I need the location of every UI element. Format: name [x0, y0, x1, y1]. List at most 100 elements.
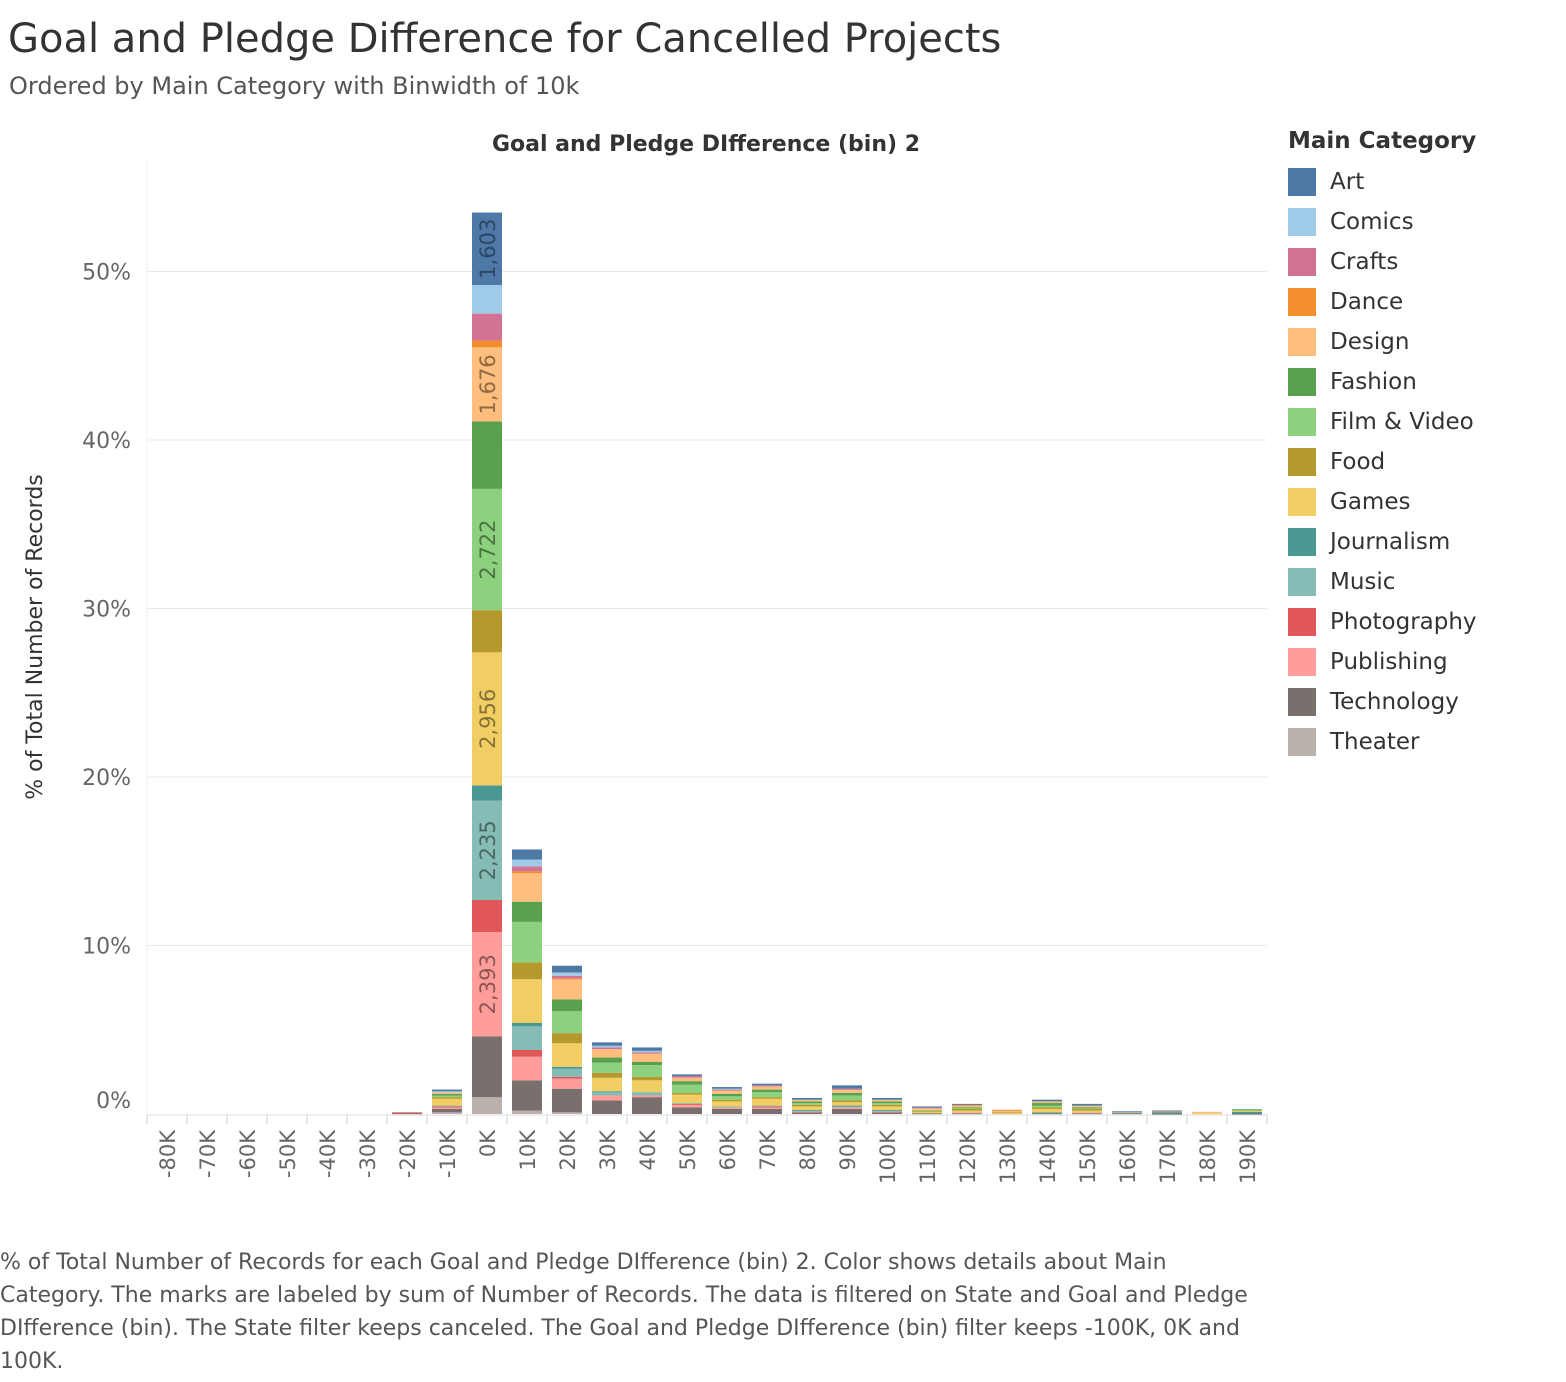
bar-segment: Technology 70K: [752, 1108, 782, 1114]
bar-segment: Photography 50K: [672, 1103, 702, 1105]
legend-title: Main Category: [1288, 128, 1477, 154]
bar-segment: Journalism 10K: [512, 1023, 542, 1027]
bar-segment: Food 120K: [952, 1108, 982, 1111]
x-tick-label: 160K: [1116, 1129, 1140, 1184]
bar-segment: Design 50K: [672, 1077, 702, 1082]
bar-segment: Fashion 70K: [752, 1089, 782, 1093]
bar-segment: Technology 40K: [632, 1097, 662, 1114]
legend-item[interactable]: Fashion: [1288, 362, 1558, 402]
bar-segment: Publishing 0K: [472, 932, 502, 1037]
bar-segment: Technology 20K: [552, 1088, 582, 1113]
bar-segment: Games 0K: [472, 652, 502, 786]
legend-swatch: [1288, 608, 1316, 636]
legend-item[interactable]: Technology: [1288, 682, 1558, 722]
bar-segment: Publishing 80K: [792, 1111, 822, 1113]
legend-swatch: [1288, 728, 1316, 756]
x-tick-label: 30K: [596, 1129, 620, 1171]
bar-segment: Design 80K: [792, 1099, 822, 1102]
bar-segment: Art 170K: [1152, 1110, 1182, 1112]
x-tick-label: 60K: [716, 1129, 740, 1171]
bar-segment: Games -10K: [432, 1098, 462, 1106]
legend-item[interactable]: Journalism: [1288, 522, 1558, 562]
bar-segment: Art 110K: [912, 1106, 942, 1108]
legend-item[interactable]: Film & Video: [1288, 402, 1558, 442]
y-tick-label: 50%: [82, 261, 131, 286]
y-axis-title: % of Total Number of Records: [23, 474, 48, 800]
bar-segment: Games 100K: [872, 1106, 902, 1110]
bar-segment: Design 90K: [832, 1089, 862, 1093]
bar-segment: Food 0K: [472, 610, 502, 653]
bar-segment: Design 70K: [752, 1086, 782, 1090]
bar-segment: Food 50K: [672, 1092, 702, 1095]
bar-segment: Music 100K: [872, 1110, 902, 1112]
bar-segment: Art 100K: [872, 1097, 902, 1100]
bar-segment: Journalism 0K: [472, 785, 502, 801]
legend-item[interactable]: Music: [1288, 562, 1558, 602]
legend-item[interactable]: Food: [1288, 442, 1558, 482]
bar-segment: Journalism 30K: [592, 1091, 622, 1093]
bar-segment: Art 40K: [632, 1047, 662, 1051]
legend-swatch: [1288, 688, 1316, 716]
bar-segment: Design 130K: [992, 1110, 1022, 1113]
bar-segment: Technology 150K: [1072, 1113, 1102, 1115]
bar-segment: Art 70K: [752, 1083, 782, 1086]
chart-canvas: Goal and Pledge DIfference (bin) 2 % of …: [23, 132, 1268, 1184]
bar-segment: Art 60K: [712, 1087, 742, 1089]
legend-item[interactable]: Dance: [1288, 282, 1558, 322]
x-tick-label: -10K: [436, 1129, 460, 1178]
legend-swatch: [1288, 248, 1316, 276]
bar-segment: Comics -10K: [432, 1091, 462, 1093]
bar-segment: Art 160K: [1112, 1111, 1142, 1113]
chart-title: Goal and Pledge Difference for Cancelled…: [8, 16, 1002, 62]
bar-segment: Fashion 40K: [632, 1061, 662, 1066]
legend-item[interactable]: Comics: [1288, 202, 1558, 242]
bar-segment: Design 120K: [952, 1105, 982, 1108]
legend-item[interactable]: Photography: [1288, 602, 1558, 642]
bar-segment: Fashion 50K: [672, 1081, 702, 1085]
legend-swatch: [1288, 328, 1316, 356]
bar-segment: Comics 30K: [592, 1045, 622, 1048]
bar-stacks: Technology -20KPhotography -20K Theater -…: [392, 212, 1262, 1115]
bar-segment: Games 20K: [552, 1043, 582, 1067]
bar-segment: Food 100K: [872, 1104, 902, 1107]
legend-label: Fashion: [1330, 369, 1417, 395]
bar-segment: Games 110K: [912, 1111, 942, 1114]
legend-item[interactable]: Publishing: [1288, 642, 1558, 682]
bar-segment: Fashion 120K: [952, 1107, 982, 1109]
x-tick-label: 50K: [676, 1129, 700, 1171]
bar-segment: Theater 20K: [552, 1112, 582, 1114]
bar-segment: Publishing 100K: [872, 1111, 902, 1113]
legend-item[interactable]: Art: [1288, 162, 1558, 202]
legend-item[interactable]: Games: [1288, 482, 1558, 522]
bar-segment: Food 140K: [1032, 1107, 1062, 1109]
legend-item[interactable]: Theater: [1288, 722, 1558, 762]
bar-segment: Film & Video 50K: [672, 1084, 702, 1093]
legend-label: Crafts: [1330, 249, 1399, 275]
bar-segment: Journalism 90K: [832, 1105, 862, 1107]
legend-item[interactable]: Crafts: [1288, 242, 1558, 282]
bar-segment: Food 60K: [712, 1099, 742, 1102]
legend-item[interactable]: Design: [1288, 322, 1558, 362]
bar-segment: Music 10K: [512, 1026, 542, 1050]
bar-segment: Food 90K: [832, 1100, 862, 1103]
bar-segment: Music 20K: [552, 1068, 582, 1077]
legend-swatch: [1288, 448, 1316, 476]
legend-swatch: [1288, 168, 1316, 196]
bar-segment: Theater -10K: [432, 1112, 462, 1114]
legend-label: Comics: [1330, 209, 1414, 235]
bar-segment: Publishing 10K: [512, 1056, 542, 1081]
bar-segment: Food 80K: [792, 1104, 822, 1107]
bar-segment: Technology -20K: [392, 1113, 422, 1115]
chart-subtitle: Ordered by Main Category with Binwidth o…: [9, 72, 580, 100]
bar-segment: Art 90K: [832, 1085, 862, 1089]
bar-segment: Crafts 60K: [712, 1089, 742, 1091]
bar-segment: Food 20K: [552, 1033, 582, 1044]
bar-segment: Journalism 100K: [872, 1109, 902, 1111]
bar-segment: Fashion 100K: [872, 1101, 902, 1104]
bar-segment: Publishing 30K: [592, 1095, 622, 1101]
bar-segment: Games 70K: [752, 1098, 782, 1106]
y-tick-label: 30%: [82, 598, 131, 623]
bar-segment: Art 30K: [592, 1042, 622, 1046]
bar-segment: Fashion 10K: [512, 901, 542, 922]
bar-segment: Fashion -10K: [432, 1093, 462, 1096]
